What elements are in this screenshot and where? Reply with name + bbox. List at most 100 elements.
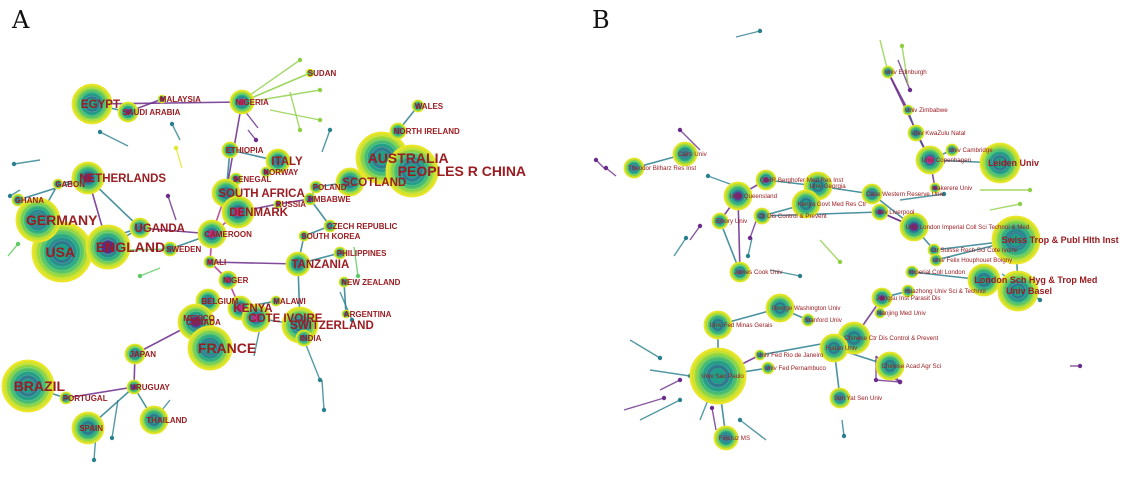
- node-core-a-senegal: [234, 177, 238, 181]
- minor-node-a-21: [165, 193, 171, 199]
- edge-a-tanzania-mali: [209, 261, 299, 265]
- node-ring-a-italy-1: [273, 156, 283, 166]
- edge-b-minor-2: [897, 59, 911, 91]
- edge-a-minor-21: [167, 195, 177, 221]
- minor-node-b-13: [941, 191, 947, 197]
- node-label-b-kenya_govt: Kenya Govt Med Res Ctr: [798, 201, 867, 208]
- node-core-a-sweden: [168, 247, 172, 251]
- edge-b-minor-31: [769, 269, 801, 277]
- node-label-b-london_sch: London Sch Hyg & Trop Med: [974, 275, 1097, 285]
- node-ring-b-swiss_trop-4: [999, 223, 1033, 257]
- node-ring-a-brazil-5: [9, 367, 47, 405]
- minor-node-b-27: [873, 377, 879, 383]
- edge-b-minor-19: [659, 379, 681, 391]
- node-ring-a-peoples_r_china-3: [400, 159, 424, 183]
- node-ring-a-usa-4: [46, 236, 78, 268]
- node-core-a-mali: [208, 260, 212, 264]
- node-label-a-netherlands: NETHERLANDS: [79, 173, 166, 185]
- minor-node-b-24: [737, 417, 743, 423]
- node-ring-a-portugal-1: [62, 394, 70, 402]
- minor-node-a-9: [355, 273, 361, 279]
- edge-a-minor-8: [321, 129, 331, 153]
- node-label-a-wales: WALES: [415, 102, 444, 111]
- node-label-b-leiden_univ: Leiden Univ: [988, 158, 1039, 168]
- minor-node-b-12: [837, 259, 843, 265]
- node-core-a-south_korea: [302, 234, 306, 238]
- node-ring-b-chinese_acad_agr-2: [882, 358, 898, 374]
- node-label-a-malaysia: MALAYSIA: [160, 95, 201, 104]
- node-label-b-fudan: Fudan Univ: [826, 345, 859, 352]
- minor-node-b-15: [1017, 201, 1023, 207]
- edge-a-minor-6: [269, 109, 321, 121]
- node-ring-b-theodor_bilharz-2: [627, 161, 641, 175]
- minor-node-b-3: [899, 43, 905, 49]
- node-ring-a-france-4: [195, 333, 225, 363]
- node-label-a-spain: SPAIN: [79, 424, 103, 433]
- node-ring-a-mali-1: [206, 258, 214, 266]
- node-core-a-japan: [132, 351, 138, 357]
- edge-a-minor-2: [7, 243, 19, 257]
- edge-a-minor-19: [111, 399, 119, 439]
- edge-b-minor-11: [747, 237, 753, 257]
- node-ring-b-sun_yat_sen-1: [836, 394, 844, 402]
- edge-b-minor-22: [699, 399, 709, 421]
- node-ring-a-france-2: [202, 340, 218, 356]
- node-ring-b-univ_basel-3: [1005, 278, 1031, 304]
- minor-node-b-2: [907, 87, 913, 93]
- node-label-b-univ_london_imperial: Univ London Imperial Coll Sci Technol & …: [906, 224, 1030, 231]
- minor-node-a-4: [297, 57, 303, 63]
- node-core-a-niger: [225, 277, 231, 283]
- node-label-a-germany: GERMANY: [26, 212, 98, 228]
- node-ring-a-niger-1: [223, 275, 233, 285]
- node-ring-b-qimr_berghofer-1: [762, 176, 770, 184]
- node-ring-b-london_sch-3: [971, 267, 997, 293]
- node-ring-a-egypt-4: [75, 87, 109, 121]
- node-ring-b-emory_univ-1: [715, 216, 725, 226]
- node-label-b-univ_felix: Univ Felix Houphouet Boigny: [932, 257, 1013, 264]
- edge-b-minor-12: [819, 239, 841, 263]
- node-ring-a-belgium-1: [203, 296, 213, 306]
- node-ring-a-japan-2: [128, 347, 142, 361]
- node-core-a-ghana: [16, 198, 20, 202]
- minor-node-a-5: [317, 87, 323, 93]
- node-ring-a-france-5: [191, 329, 229, 367]
- node-ring-a-tanzania-1: [293, 259, 303, 269]
- node-ring-a-germany-3: [26, 208, 50, 232]
- node-label-b-univ_liverpool: Univ Liverpool: [875, 209, 914, 216]
- node-label-b-univ_queensland: Univ Queensland: [730, 193, 778, 200]
- node-label-a-russia: RUSSIA: [276, 200, 306, 209]
- node-core-a-italy: [274, 157, 282, 165]
- node-ring-a-ghana-1: [14, 196, 22, 204]
- node-core-a-tanzania: [294, 260, 302, 268]
- node-core-a-north_ireland: [395, 128, 401, 134]
- node-ring-a-peoples_r_china-6: [389, 148, 435, 194]
- node-label-a-england: ENGLAND: [96, 239, 165, 255]
- node-core-b-univ_basel: [1012, 285, 1024, 297]
- node-ring-a-south_korea-1: [301, 233, 307, 239]
- node-ring-b-makerere_univ-1: [932, 185, 938, 191]
- node-ring-b-univ_liverpool-1: [875, 207, 885, 217]
- node-label-a-india: INDIA: [300, 334, 322, 343]
- node-core-b-james_cook: [737, 269, 743, 275]
- node-label-b-univ_fed_minas: Univ Fed Minas Gerais: [710, 322, 773, 329]
- node-label-b-huazhong: Huazhong Univ Sci & Technol: [904, 288, 985, 295]
- node-core-a-norway: [264, 170, 268, 174]
- node-ring-a-nigeria-2: [233, 93, 251, 111]
- node-label-b-univ_sao_paulo: Univ Sao Paulo: [701, 373, 744, 380]
- node-ring-b-jiangsu-2: [875, 291, 889, 305]
- nodes-layer: [1, 28, 1083, 463]
- minor-node-a-6: [317, 117, 323, 123]
- node-ring-b-george_washington-3: [769, 297, 791, 319]
- node-ring-a-philippines-1: [336, 249, 344, 257]
- node-ring-b-george_washington-2: [772, 300, 788, 316]
- node-ring-b-cairo_univ-1: [680, 149, 690, 159]
- node-core-a-malawi: [274, 299, 278, 303]
- node-ring-a-brazil-2: [20, 378, 36, 394]
- node-ring-a-netherlands-3: [75, 165, 101, 191]
- node-core-b-kenya_govt: [802, 200, 810, 208]
- node-ring-b-univ_queensland-3: [727, 185, 749, 207]
- node-ring-a-peoples_r_china-5: [393, 152, 431, 190]
- node-ring-b-univ_queensland-2: [730, 188, 746, 204]
- node-ring-b-james_cook-2: [733, 265, 747, 279]
- node-core-b-univ_sao_paulo: [710, 368, 726, 384]
